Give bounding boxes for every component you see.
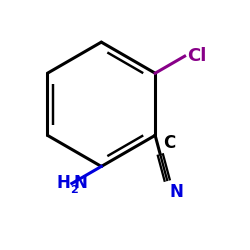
- Text: N: N: [170, 184, 184, 202]
- Text: 2: 2: [70, 185, 78, 195]
- Text: Cl: Cl: [187, 47, 206, 65]
- Text: H: H: [56, 174, 70, 192]
- Text: N: N: [73, 174, 87, 192]
- Text: C: C: [163, 134, 175, 152]
